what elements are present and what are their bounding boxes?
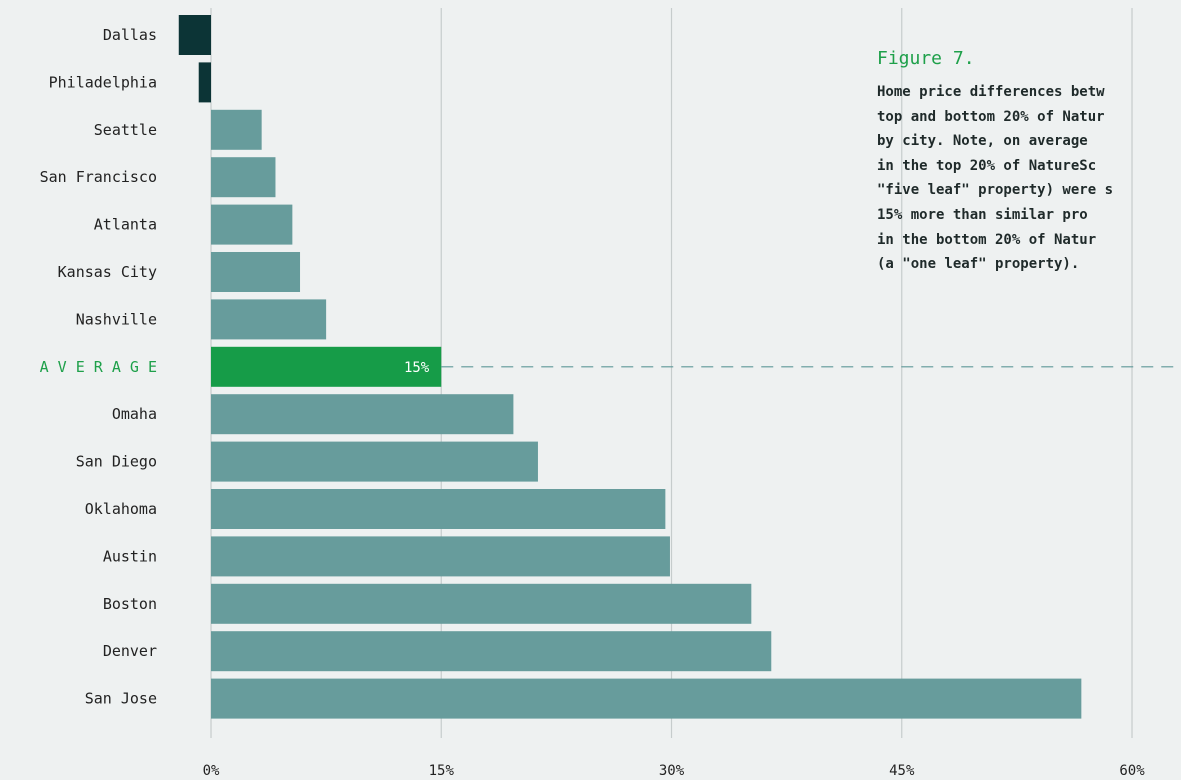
caption-line: (a "one leaf" property). — [877, 256, 1080, 273]
category-label: Austin — [103, 547, 157, 565]
category-label: Philadelphia — [49, 73, 157, 91]
caption-line: "five leaf" property) were s — [877, 182, 1114, 199]
bar — [198, 62, 211, 103]
bar — [211, 204, 293, 245]
category-label: Seattle — [94, 121, 157, 139]
average-label: A V E R A G E — [40, 358, 157, 376]
x-tick-label: 0% — [203, 763, 220, 779]
category-label: Kansas City — [58, 263, 157, 281]
average-bar — [211, 346, 442, 387]
x-tick-label: 15% — [429, 763, 455, 779]
bar — [211, 252, 301, 292]
x-tick-label: 30% — [659, 763, 685, 779]
caption-line: 15% more than similar pro — [877, 206, 1088, 223]
bars: 15% — [178, 15, 1082, 719]
bar — [211, 631, 772, 672]
category-label: Atlanta — [94, 216, 157, 234]
category-label: Denver — [103, 642, 157, 660]
category-label: San Francisco — [40, 168, 157, 186]
bar — [211, 157, 276, 198]
category-label: Dallas — [103, 26, 157, 44]
category-labels: Dallas Philadelphia Seattle San Francisco At… — [40, 26, 157, 708]
category-label: Nashville — [76, 310, 157, 328]
figure-title: Figure 7. — [877, 48, 975, 69]
x-tick-label: 60% — [1119, 763, 1145, 779]
bar — [178, 15, 211, 55]
bar — [211, 583, 752, 624]
bar — [211, 109, 262, 150]
average-value-label: 15% — [404, 360, 430, 376]
x-tick-label: 45% — [889, 763, 915, 779]
bar — [211, 299, 327, 340]
figure-caption: Figure 7. Home price differences betw to… — [877, 48, 1181, 277]
bar — [211, 441, 538, 482]
caption-line: Home price differences betw — [877, 84, 1105, 100]
bar — [211, 489, 666, 529]
category-label: San Jose — [85, 690, 157, 708]
bar — [211, 394, 514, 435]
category-label: Boston — [103, 595, 157, 613]
category-label: San Diego — [76, 453, 157, 471]
bar — [211, 536, 670, 577]
caption-line: by city. Note, on average — [877, 133, 1088, 150]
category-label: Oklahoma — [85, 500, 157, 518]
category-label: Omaha — [112, 405, 157, 423]
caption-line: top and bottom 20% of Natur — [877, 108, 1105, 125]
caption-line: in the bottom 20% of Natur — [877, 231, 1097, 248]
x-axis-ticks: 0% 15% 30% 45% 60% — [203, 763, 1146, 779]
bar — [211, 678, 1082, 719]
caption-line: in the top 20% of NatureSc — [877, 157, 1097, 174]
